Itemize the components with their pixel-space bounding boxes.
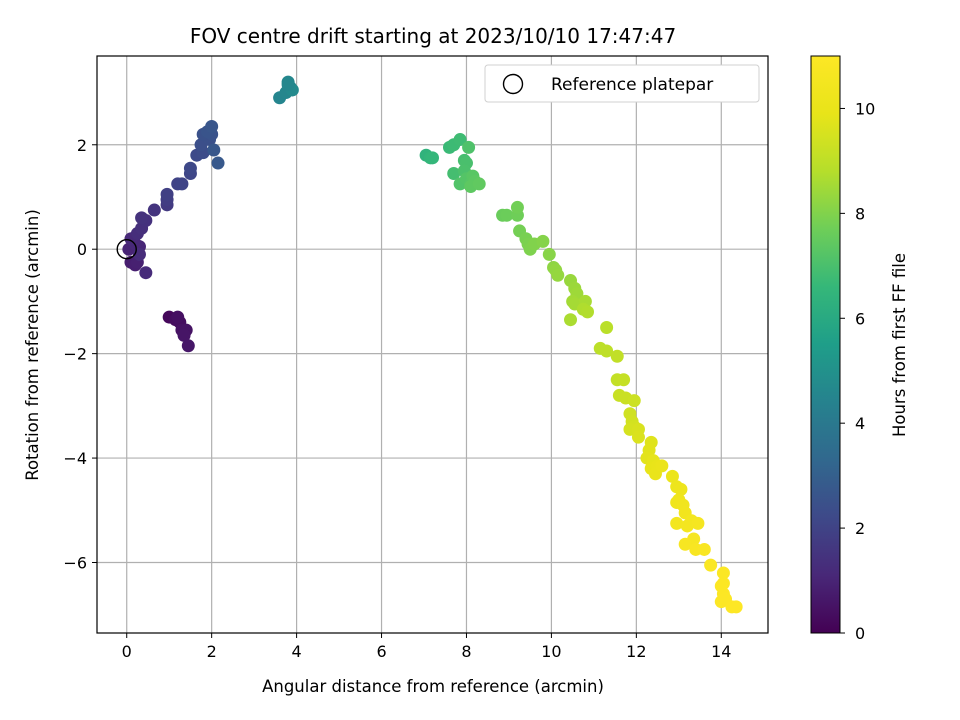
data-point bbox=[426, 151, 439, 165]
data-point bbox=[510, 200, 524, 214]
data-point bbox=[617, 373, 631, 387]
colorbar-tick-label: 10 bbox=[855, 99, 875, 118]
data-point bbox=[691, 516, 705, 530]
y-tick-label: −2 bbox=[63, 345, 87, 364]
colorbar-ticks: 0 2 4 6 8 10 bbox=[840, 99, 875, 643]
legend: Reference platepar bbox=[484, 64, 760, 103]
x-tick-label: 0 bbox=[122, 642, 132, 661]
data-point bbox=[472, 177, 486, 191]
x-axis-label: Angular distance from reference (arcmin) bbox=[262, 677, 604, 696]
data-point bbox=[135, 211, 149, 225]
colorbar-tick-label: 4 bbox=[855, 414, 865, 433]
data-point bbox=[181, 339, 195, 353]
reference-platepar-marker bbox=[116, 239, 137, 260]
data-point bbox=[551, 268, 565, 282]
data-point bbox=[581, 305, 595, 319]
colorbar-label: Hours from first FF file bbox=[890, 253, 909, 437]
legend-entry-label: Reference platepar bbox=[551, 75, 713, 95]
data-point bbox=[704, 558, 718, 572]
data-point bbox=[453, 133, 467, 147]
x-tick-label: 10 bbox=[541, 642, 561, 661]
data-point bbox=[139, 266, 153, 280]
y-tick-label: 2 bbox=[77, 136, 87, 155]
x-tick-label: 2 bbox=[207, 642, 217, 661]
data-point bbox=[542, 247, 556, 261]
y-tick-label: −6 bbox=[63, 554, 87, 573]
data-point bbox=[674, 482, 688, 496]
data-point bbox=[716, 566, 730, 580]
data-point bbox=[600, 344, 614, 358]
data-point bbox=[177, 328, 191, 342]
data-point bbox=[160, 187, 174, 201]
x-tick-label: 12 bbox=[626, 642, 646, 661]
legend-box bbox=[484, 64, 760, 103]
data-point bbox=[631, 430, 645, 444]
data-point bbox=[447, 166, 461, 180]
data-point bbox=[281, 78, 295, 92]
data-point bbox=[600, 321, 614, 335]
data-point bbox=[697, 542, 711, 556]
data-point bbox=[670, 516, 684, 530]
legend-reference-marker bbox=[502, 73, 524, 95]
y-axis-label: Rotation from reference (arcmin) bbox=[23, 209, 42, 481]
x-tick-label: 14 bbox=[711, 642, 731, 661]
data-point bbox=[729, 600, 743, 614]
data-points bbox=[116, 75, 743, 614]
colorbar-tick-label: 2 bbox=[855, 519, 865, 538]
data-point bbox=[610, 349, 624, 363]
data-point bbox=[183, 161, 197, 175]
y-tick-label: 0 bbox=[77, 240, 87, 259]
data-point bbox=[462, 140, 476, 154]
colorbar-tick-label: 6 bbox=[855, 309, 865, 328]
grid-lines bbox=[97, 56, 768, 633]
y-tick-label: −4 bbox=[63, 449, 87, 468]
x-ticks: 0 2 4 6 8 10 12 14 bbox=[122, 633, 731, 661]
x-tick-label: 6 bbox=[376, 642, 386, 661]
x-tick-label: 8 bbox=[461, 642, 471, 661]
data-point bbox=[680, 519, 694, 533]
data-point bbox=[147, 203, 161, 217]
data-point bbox=[665, 469, 679, 483]
data-point bbox=[564, 313, 578, 327]
colorbar-tick-label: 8 bbox=[855, 204, 865, 223]
data-point bbox=[207, 143, 221, 157]
plot-frame bbox=[96, 55, 769, 634]
y-ticks: 2 0 −2 −4 −6 bbox=[63, 136, 97, 573]
colorbar-gradient bbox=[810, 55, 841, 634]
chart-title: FOV centre drift starting at 2023/10/10 … bbox=[190, 24, 676, 48]
data-point bbox=[171, 310, 185, 324]
colorbar-tick-label: 0 bbox=[855, 624, 865, 643]
data-point bbox=[205, 119, 219, 133]
data-point bbox=[655, 459, 669, 473]
data-point bbox=[678, 537, 692, 551]
colorbar: 0 2 4 6 8 10 Hours from first FF file bbox=[810, 55, 909, 643]
data-point bbox=[175, 177, 189, 191]
data-point bbox=[500, 208, 514, 222]
data-point bbox=[211, 156, 225, 170]
data-point bbox=[536, 234, 550, 248]
data-point bbox=[627, 394, 641, 408]
x-tick-label: 4 bbox=[292, 642, 302, 661]
